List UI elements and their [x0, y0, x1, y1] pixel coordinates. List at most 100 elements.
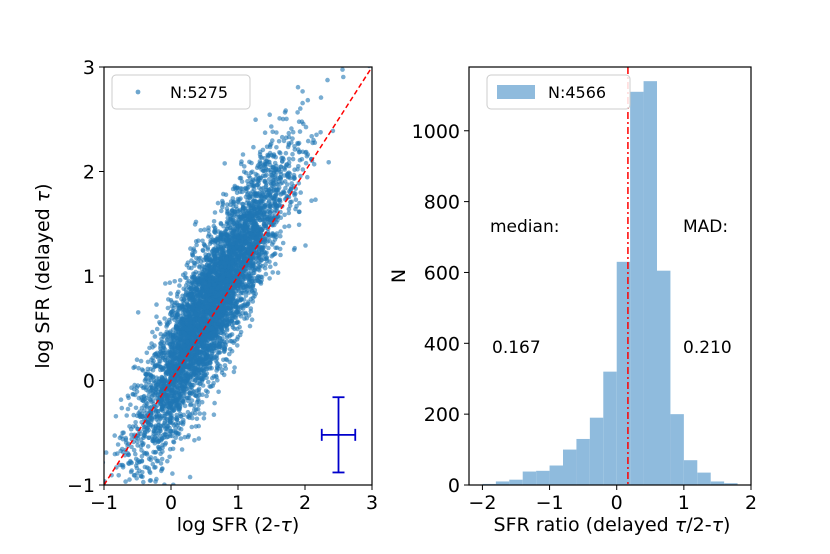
scatter-point	[318, 130, 323, 135]
scatter-point	[127, 488, 132, 493]
scatter-point	[194, 285, 199, 291]
scatter-point	[215, 200, 221, 206]
scatter-point	[196, 386, 202, 392]
scatter-point	[239, 231, 244, 236]
scatter-point	[118, 397, 124, 403]
scatter-point	[300, 89, 305, 94]
scatter-point	[138, 431, 143, 437]
scatter-point	[251, 144, 256, 150]
scatter-point	[152, 450, 158, 455]
scatter-point	[181, 399, 186, 405]
scatter-point	[325, 77, 330, 83]
scatter-point	[70, 536, 75, 541]
scatter-point	[161, 340, 167, 346]
scatter-point	[134, 389, 140, 394]
scatter-point	[314, 132, 319, 138]
scatter-point	[221, 372, 227, 378]
scatter-point	[158, 344, 163, 349]
scatter-point	[234, 214, 240, 220]
scatter-point	[119, 405, 125, 411]
scatter-point	[264, 255, 270, 261]
scatter-point	[138, 358, 144, 364]
scatter-point	[170, 339, 176, 345]
scatter-point	[286, 156, 292, 162]
scatter-point	[281, 173, 287, 178]
scatter-point	[132, 503, 137, 508]
scatter-point	[303, 243, 308, 248]
scatter-point	[84, 447, 89, 452]
scatter-point	[290, 156, 296, 162]
scatter-point	[104, 514, 109, 519]
scatter-point	[153, 465, 158, 470]
scatter-point	[185, 409, 191, 415]
scatter-point	[167, 454, 172, 460]
scatter-point	[172, 336, 178, 341]
scatter-point	[206, 379, 211, 385]
scatter-point	[243, 185, 248, 191]
scatter-point	[196, 360, 202, 366]
scatter-point	[286, 210, 292, 216]
scatter-point	[154, 326, 160, 332]
scatter-point	[278, 209, 283, 215]
scatter-point	[286, 206, 292, 212]
scatter-point	[185, 434, 191, 440]
scatter-point	[171, 440, 177, 445]
scatter-point	[134, 357, 140, 363]
scatter-point	[164, 370, 169, 376]
scatter-point	[167, 280, 173, 286]
scatter-point	[220, 236, 226, 242]
scatter-point	[292, 144, 297, 149]
scatter-point	[265, 216, 270, 222]
scatter-point	[135, 486, 140, 491]
scatter-point	[190, 253, 196, 258]
scatter-point	[270, 270, 276, 275]
scatter-point	[189, 398, 195, 403]
scatter-point	[150, 360, 155, 366]
scatter-point	[120, 430, 125, 436]
scatter-point	[202, 267, 208, 273]
scatter-point	[250, 299, 256, 304]
scatter-point	[227, 289, 233, 295]
scatter-point	[246, 182, 251, 187]
scatter-point	[178, 360, 183, 366]
scatter-point	[178, 392, 183, 397]
scatter-point	[98, 452, 103, 457]
scatter-point	[172, 279, 177, 284]
scatter-point	[279, 134, 285, 140]
scatter-point	[231, 320, 236, 326]
scatter-point	[167, 425, 172, 431]
scatter-point	[223, 357, 229, 362]
scatter-point	[120, 523, 125, 528]
scatter-point	[231, 369, 237, 375]
scatter-point	[144, 403, 149, 409]
scatter-point	[202, 227, 207, 232]
scatter-point	[121, 449, 126, 455]
scatter-point	[278, 181, 284, 186]
scatter-point	[204, 309, 210, 314]
scatter-point	[218, 313, 223, 319]
scatter-point	[136, 365, 141, 371]
scatter-point	[297, 209, 302, 214]
scatter-point	[230, 313, 236, 319]
scatter-point	[292, 245, 298, 251]
scatter-point	[187, 474, 193, 480]
scatter-point	[162, 482, 167, 485]
scatter-point	[224, 323, 229, 328]
scatter-point	[180, 272, 186, 278]
scatter-point	[214, 338, 219, 344]
scatter-point	[274, 219, 279, 225]
scatter-point	[170, 406, 175, 412]
scatter-point	[255, 213, 261, 219]
scatter-point	[303, 160, 309, 166]
scatter-point	[249, 288, 255, 293]
scatter-point	[146, 389, 151, 394]
scatter-point	[129, 444, 134, 450]
scatter-point	[115, 517, 120, 522]
scatter-point	[232, 365, 237, 370]
scatter-point	[202, 300, 208, 305]
scatter-point	[165, 305, 171, 311]
scatter-point	[182, 362, 187, 368]
scatter-point	[157, 320, 162, 325]
scatter-point	[216, 389, 221, 395]
scatter-point	[129, 468, 134, 473]
